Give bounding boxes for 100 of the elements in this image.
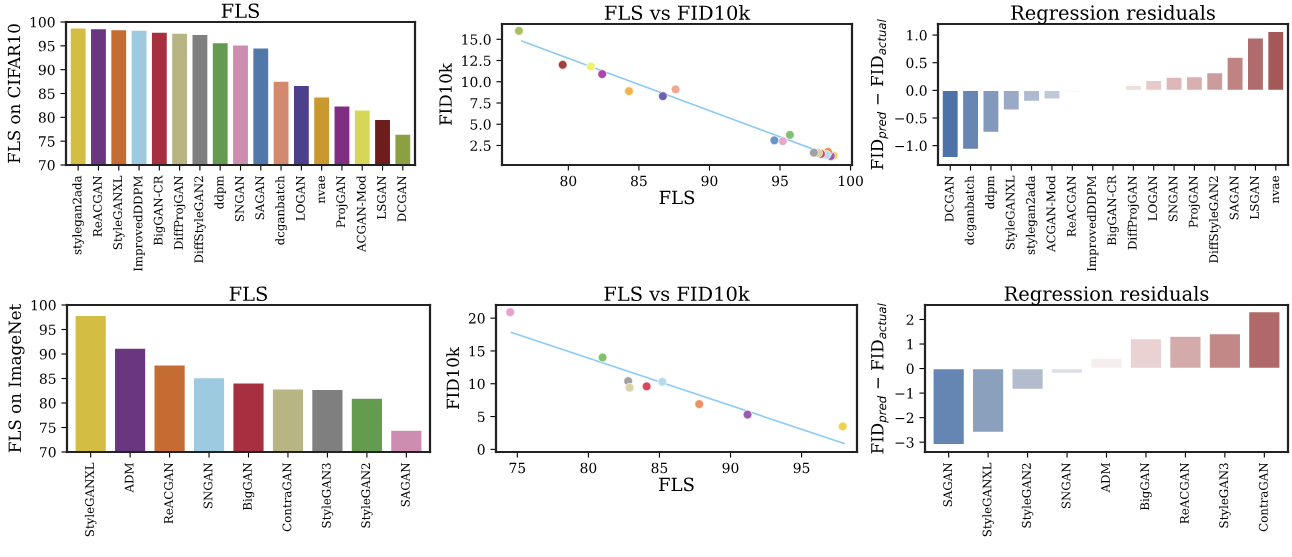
x-tick-label: ImprovedDDPM [1086, 176, 1099, 272]
bar [961, 89, 980, 151]
bar [1124, 84, 1143, 92]
x-tick-label: LSGAN [1249, 175, 1259, 219]
x-tick-label: StyleGANXL [112, 175, 125, 250]
x-tick-label: ACGAN-Mod [1046, 175, 1056, 253]
y-axis-title: FLS on ImageNet [8, 303, 25, 453]
y-tick-label: 75 [40, 422, 56, 433]
bar [1002, 89, 1021, 111]
y-tick-label: 95 [39, 324, 56, 335]
x-tick-label: SAGAN [943, 462, 953, 507]
x-tick-label: ReACGAN [92, 175, 102, 237]
chart-title: FLS vs FID10k [604, 286, 750, 302]
bar [1205, 71, 1224, 92]
y-tick-label: 0.0 [906, 85, 927, 96]
x-tick-label: ReACGAN [164, 462, 174, 524]
y-axis-title: FID$_{pred}$ − FID$_{actual}$ [871, 303, 889, 454]
x-tick-label: SNGAN [235, 175, 244, 222]
x-tick-label: SNGAN [203, 462, 213, 509]
y-tick-label: 5 [477, 411, 485, 423]
y-tick-label: 10 [469, 378, 485, 390]
x-tick-label: 90 [701, 175, 718, 187]
x-tick-label: SNGAN [1061, 462, 1071, 509]
x-tick-label: StyleGAN3 [1219, 463, 1231, 528]
x-tick-label: StyleGANXL [1005, 175, 1018, 250]
y-axis-title: FID10k [438, 62, 452, 125]
chart-title: FLS [221, 3, 259, 19]
x-tick-label: BigGAN-CR [153, 175, 166, 245]
bar [1043, 89, 1061, 100]
x-tick-label: StyleGANXL [982, 462, 994, 537]
x-tick-label: 80 [560, 175, 577, 187]
y-axis-title: FID10k [446, 346, 460, 409]
x-tick-label: StyleGAN2 [361, 463, 373, 528]
y-tick-label: 10.0 [462, 76, 491, 88]
bar [1129, 337, 1163, 370]
x-tick-label: dcganbatch [275, 175, 287, 245]
y-tick-label: 7.5 [470, 98, 491, 109]
bar [1165, 76, 1183, 92]
chart-title: FLS vs FID10k [604, 5, 751, 21]
x-tick-label: LOGAN [1148, 175, 1158, 221]
chart-title: FLS [229, 286, 267, 302]
x-tick-label: DCGAN [397, 175, 407, 222]
x-tick-label: DiffProjGAN [173, 175, 186, 250]
y-tick-label: 70 [40, 446, 56, 458]
y-tick-label: 100 [30, 16, 55, 28]
bar [1011, 367, 1045, 391]
x-tick-label: ReACGAN [1066, 175, 1076, 237]
x-tick-label: BigGAN [1140, 462, 1152, 511]
y-tick-label: 0 [477, 444, 485, 455]
x-tick-label: ddpm [985, 175, 997, 209]
x-tick-label: SAGAN [1229, 175, 1239, 220]
y-tick-label: −1 [895, 388, 913, 399]
y-tick-label: 0.5 [906, 57, 927, 69]
bar [1266, 30, 1285, 92]
x-tick-label: ProjGAN [1188, 175, 1201, 228]
x-tick-label: 100 [839, 175, 863, 187]
bar [1208, 332, 1242, 370]
y-tick-label: 2 [906, 314, 914, 325]
x-tick-label: LOGAN [295, 175, 305, 221]
x-tick-label: 85 [651, 462, 668, 474]
y-tick-label: 20 [468, 313, 485, 324]
bar [932, 367, 966, 446]
y-tick-label: −1.0 [895, 140, 927, 152]
y-tick-label: 85 [38, 88, 55, 99]
y-tick-label: 90 [39, 348, 56, 360]
x-tick-label: ddpm [214, 175, 226, 209]
y-tick-label: −3 [895, 437, 914, 448]
x-tick-label: ProjGAN [336, 175, 348, 228]
y-tick-label: 70 [39, 159, 55, 171]
y-tick-label: 0 [906, 363, 914, 375]
x-tick-label: 85 [630, 175, 647, 187]
x-tick-label: 90 [722, 462, 739, 474]
y-tick-label: 90 [38, 64, 55, 76]
x-tick-label: StyleGANXL [84, 462, 97, 537]
x-tick-label: SAGAN [400, 462, 410, 507]
bar [1185, 75, 1204, 92]
x-tick-label: LSGAN [377, 175, 386, 219]
x-tick-label: ImprovedDDPM [133, 176, 145, 272]
y-axis-title: FLS on CIFAR10 [7, 24, 21, 163]
bar [1246, 37, 1265, 92]
x-tick-label: StyleGAN2 [1021, 463, 1034, 528]
x-tick-label: DiffProjGAN [1127, 175, 1140, 250]
y-tick-label: −0.5 [895, 112, 927, 124]
y-tick-label: 95 [38, 40, 55, 52]
x-axis-title: FLS [659, 477, 694, 492]
x-tick-label: ReACGAN [1179, 462, 1189, 524]
y-tick-label: 15 [469, 345, 485, 357]
chart-title: Regression residuals [1004, 285, 1209, 305]
x-tick-label: ContraGAN [1258, 462, 1268, 532]
x-tick-label: ADM [1101, 463, 1110, 493]
x-tick-label: 95 [772, 175, 788, 187]
x-tick-label: nvae [1272, 176, 1280, 204]
x-tick-label: dcganbatch [964, 175, 977, 245]
y-tick-label: 100 [31, 299, 56, 311]
x-tick-label: SAGAN [255, 175, 265, 220]
y-tick-label: 15.0 [462, 34, 491, 45]
x-tick-label: ACGAN-Mod [356, 175, 366, 253]
bar [1050, 367, 1084, 375]
bar [1226, 56, 1244, 92]
y-tick-label: 12.5 [462, 55, 491, 66]
